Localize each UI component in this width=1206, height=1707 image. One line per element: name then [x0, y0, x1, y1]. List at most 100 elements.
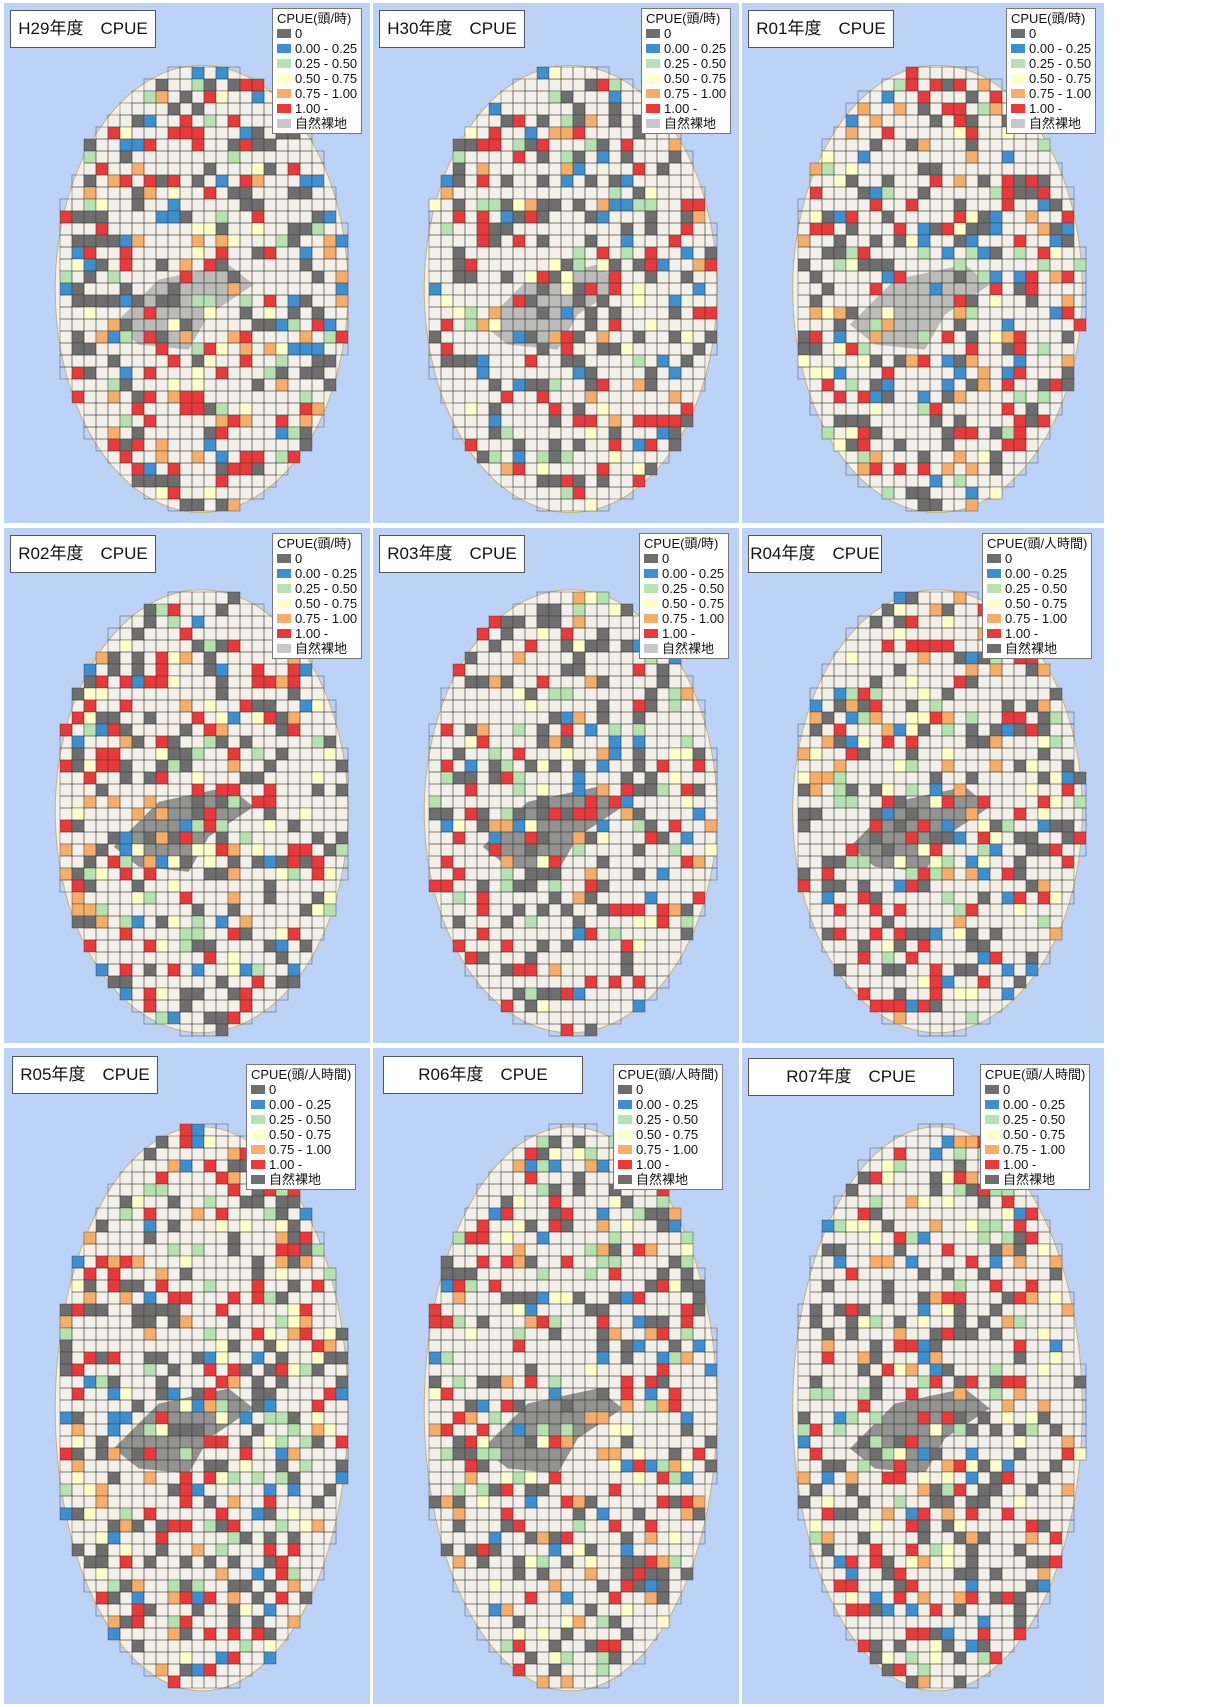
mesh-cell: [155, 1183, 169, 1197]
mesh-cell: [596, 138, 610, 152]
mesh-cell: [227, 963, 241, 977]
mesh-cell: [917, 651, 931, 665]
mesh-cell: [299, 246, 313, 260]
map-panel-r05: R05年度 CPUE CPUE(頭/人時間) 0 0.00 - 0.25 0.2…: [4, 1048, 370, 1704]
mesh-cell: [167, 174, 181, 188]
mesh-cell: [881, 807, 895, 821]
swatch-bare-land: [646, 119, 660, 128]
mesh-cell: [263, 855, 277, 869]
mesh-cell: [179, 1267, 193, 1281]
map-panel-r01: R01年度 CPUE CPUE(頭/時) 0 0.00 - 0.25 0.25 …: [742, 3, 1104, 523]
mesh-cell: [845, 438, 859, 452]
mesh-cell: [131, 234, 145, 248]
mesh-cell: [275, 951, 289, 965]
mesh-cell: [620, 246, 634, 260]
mesh-cell: [119, 699, 133, 713]
mesh-cell: [107, 1447, 121, 1461]
mesh-cell: [179, 651, 193, 665]
mesh-cell: [833, 258, 847, 272]
mesh-cell: [512, 807, 526, 821]
mesh-cell: [536, 270, 550, 284]
mesh-cell: [584, 426, 598, 440]
mesh-cell: [227, 795, 241, 809]
mesh-cell: [215, 867, 229, 881]
mesh-cell: [809, 771, 823, 785]
mesh-cell: [191, 402, 205, 416]
mesh-cell: [83, 855, 97, 869]
mesh-cell: [524, 951, 538, 965]
mesh-cell: [929, 843, 943, 857]
mesh-cells: [59, 1123, 349, 1689]
mesh-cell: [881, 258, 895, 272]
mesh-cell: [239, 999, 253, 1013]
mesh-cell: [179, 210, 193, 224]
island-map: [792, 589, 1087, 1037]
mesh-cell: [632, 378, 646, 392]
mesh-cell: [1025, 174, 1039, 188]
mesh-cell: [584, 723, 598, 737]
mesh-cell: [299, 1435, 313, 1449]
mesh-cell: [572, 759, 586, 773]
mesh-cell: [179, 1291, 193, 1305]
mesh-cell: [428, 795, 442, 809]
mesh-cell: [989, 450, 1003, 464]
mesh-cell: [275, 450, 289, 464]
mesh-cell: [179, 723, 193, 737]
mesh-cell: [335, 1375, 349, 1389]
mesh-cell: [287, 1219, 301, 1233]
swatch-bare-land: [1011, 119, 1025, 128]
swatch-bare-land: [987, 644, 1001, 653]
mesh-cell: [917, 222, 931, 236]
legend-label: 0.00 - 0.25: [1029, 41, 1092, 56]
mesh-cell: [428, 198, 442, 212]
mesh-cell: [869, 615, 883, 629]
mesh-cell: [608, 426, 622, 440]
mesh-cell: [548, 603, 562, 617]
mesh-cell: [203, 258, 217, 272]
mesh-cell: [941, 831, 955, 845]
mesh-cell: [656, 867, 670, 881]
mesh-cell: [1013, 282, 1027, 296]
mesh-cell: [239, 78, 253, 92]
mesh-cell: [131, 438, 145, 452]
mesh-cell: [239, 330, 253, 344]
mesh-cell: [845, 258, 859, 272]
mesh-cell: [668, 330, 682, 344]
mesh-cell: [83, 186, 97, 200]
mesh-cell: [989, 246, 1003, 260]
mesh-cell: [323, 354, 337, 368]
mesh-cell: [215, 1171, 229, 1185]
mesh-cell: [71, 1411, 85, 1425]
mesh-cell: [311, 366, 325, 380]
mesh-cell: [1013, 174, 1027, 188]
mesh-cell: [299, 1231, 313, 1245]
mesh-cell: [311, 1279, 325, 1293]
mesh-cell: [239, 198, 253, 212]
mesh-cell: [500, 198, 514, 212]
mesh-cell: [227, 138, 241, 152]
mesh-cell: [833, 903, 847, 917]
mesh-cell: [584, 639, 598, 653]
mesh-cell: [476, 318, 490, 332]
mesh-cell: [239, 354, 253, 368]
mesh-cell: [512, 378, 526, 392]
mesh-cell: [263, 318, 277, 332]
mesh-cell: [287, 1243, 301, 1257]
mesh-cell: [1013, 426, 1027, 440]
mesh-cell: [119, 366, 133, 380]
mesh-cell: [1001, 711, 1015, 725]
mesh-cell: [335, 1351, 349, 1365]
mesh-cell: [809, 366, 823, 380]
mesh-cell: [155, 1375, 169, 1389]
mesh-cells: [59, 66, 349, 512]
mesh-cell: [299, 258, 313, 272]
mesh-cell: [203, 486, 217, 500]
mesh-cell: [536, 138, 550, 152]
mesh-cell: [941, 222, 955, 236]
mesh-cell: [83, 174, 97, 188]
mesh-cell: [167, 1483, 181, 1497]
mesh-cell: [311, 1411, 325, 1425]
mesh-cell: [560, 90, 574, 104]
mesh-cell: [323, 246, 337, 260]
mesh-cell: [500, 270, 514, 284]
